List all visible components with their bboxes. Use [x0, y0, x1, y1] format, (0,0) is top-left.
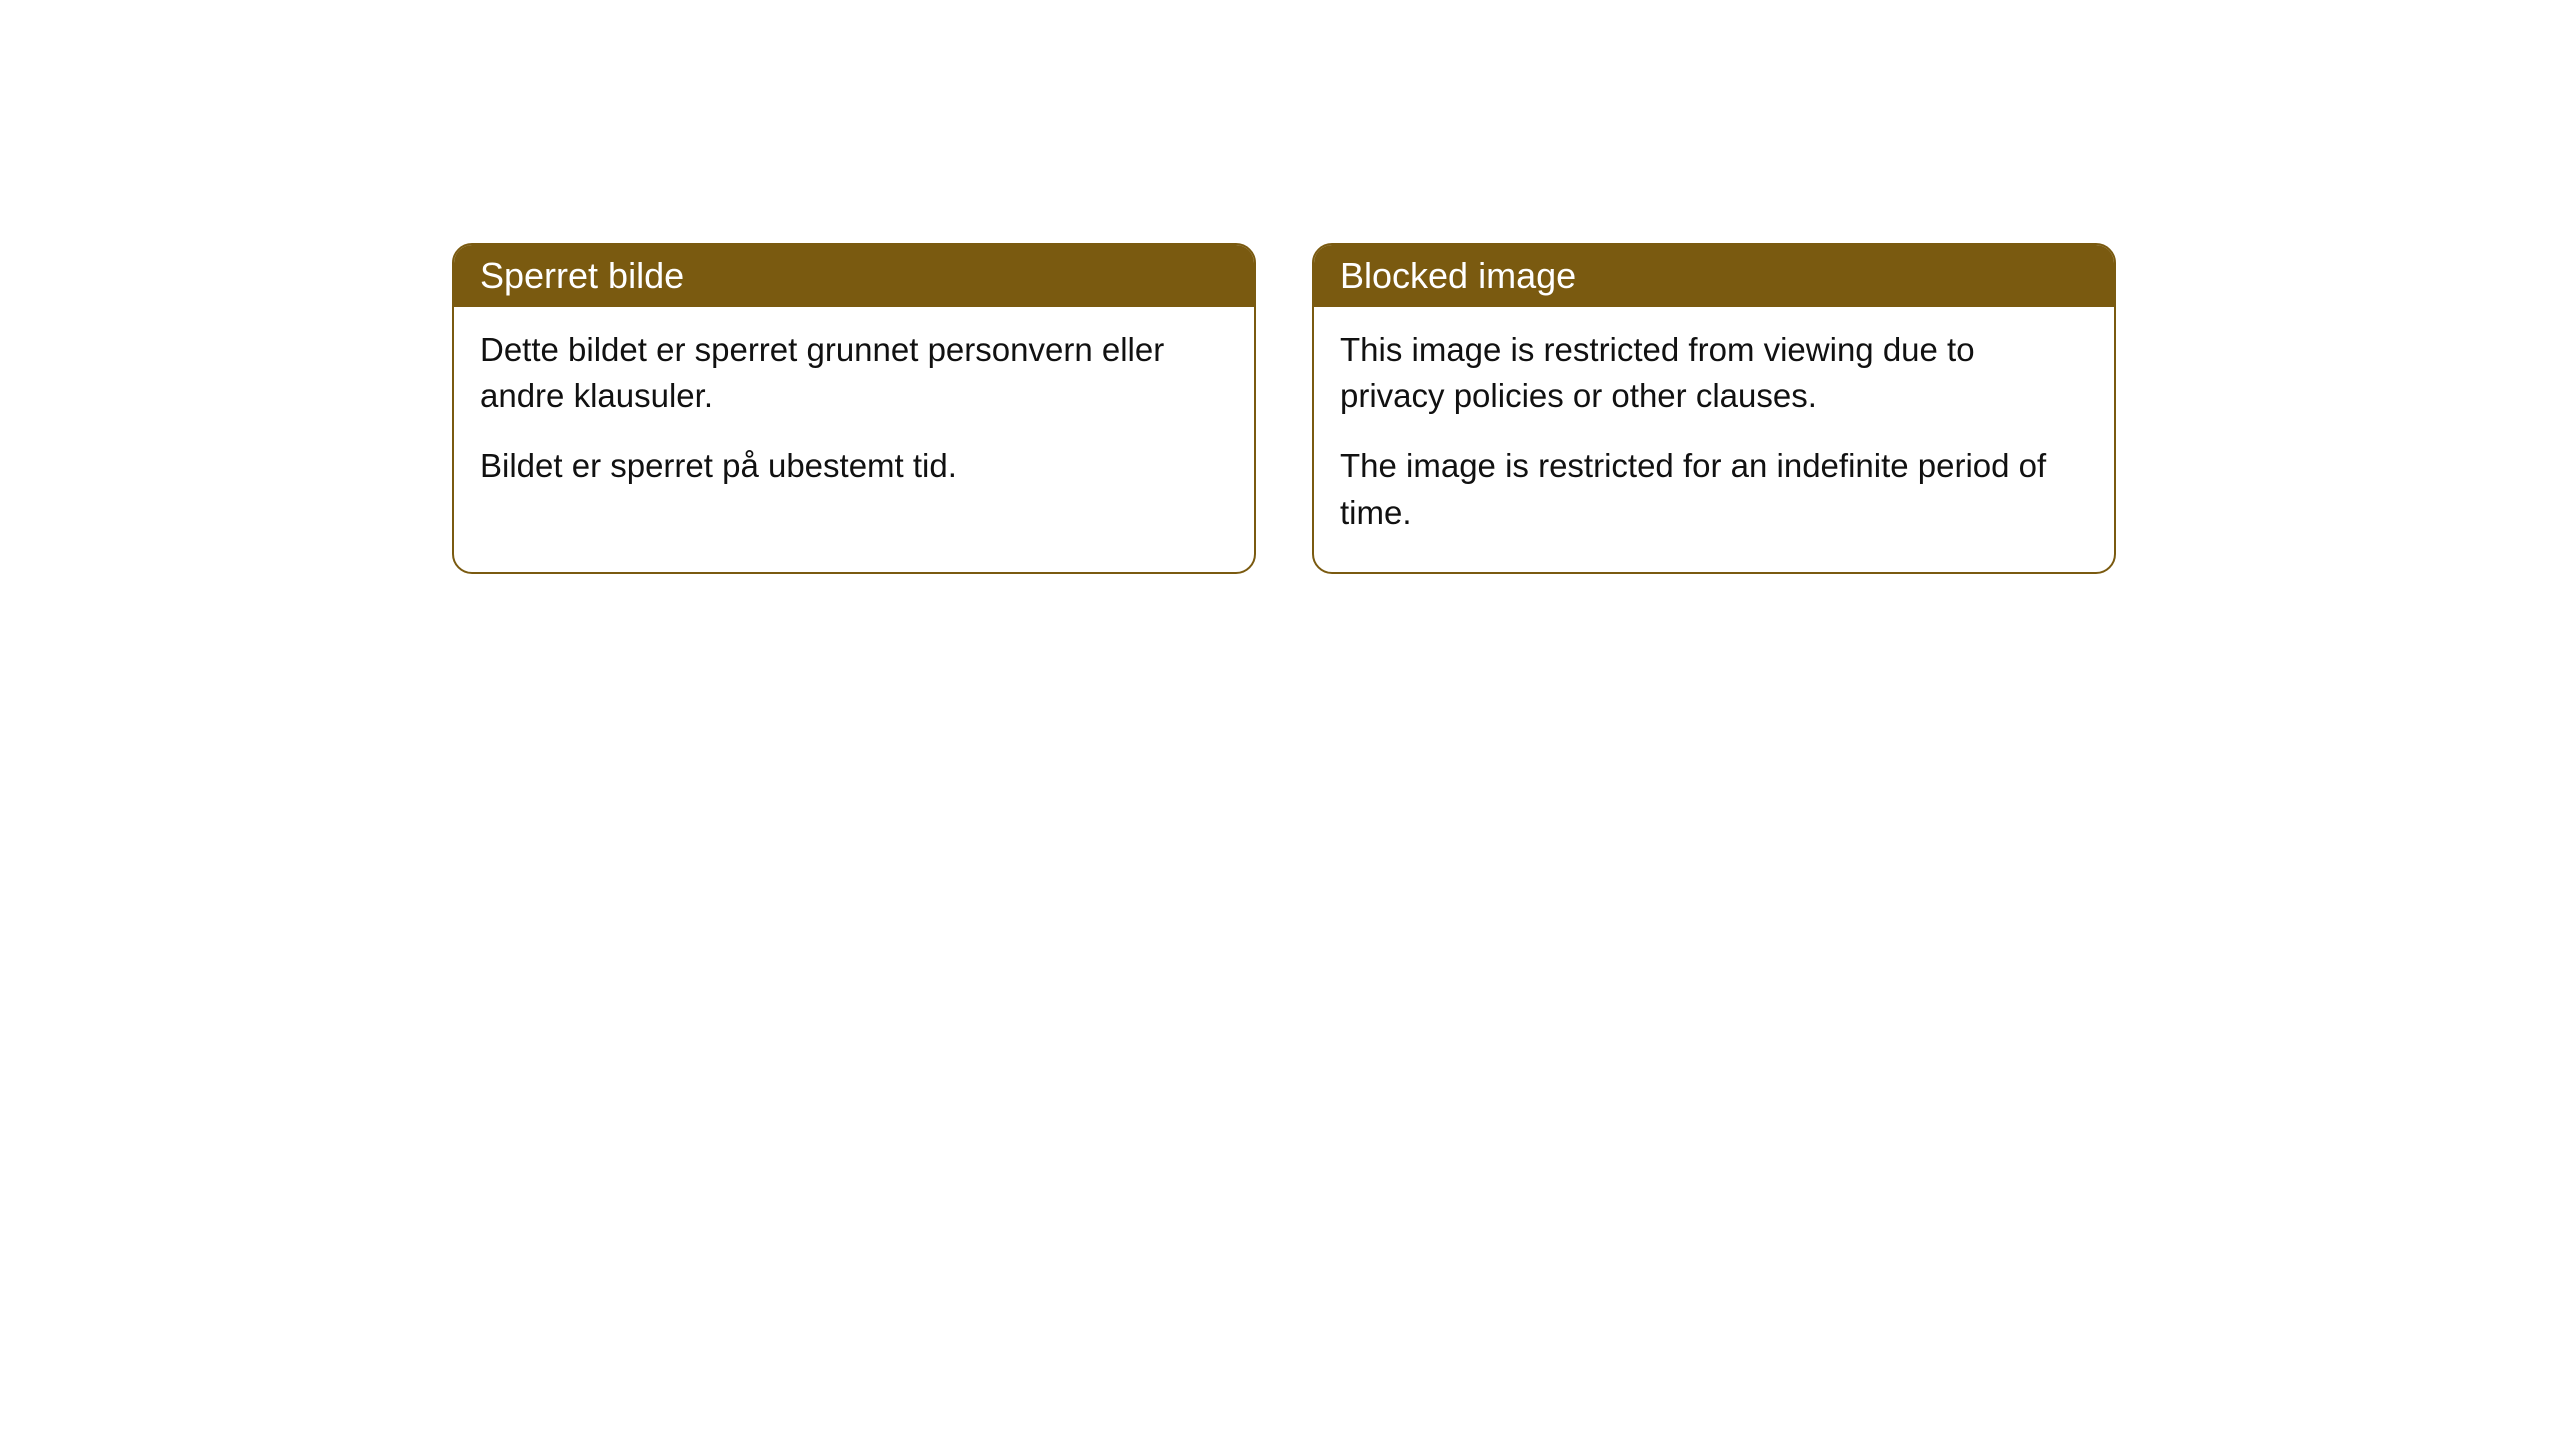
blocked-image-card-no: Sperret bilde Dette bildet er sperret gr… — [452, 243, 1256, 574]
card-title: Blocked image — [1340, 255, 1576, 296]
card-header: Sperret bilde — [454, 245, 1254, 307]
card-paragraph: This image is restricted from viewing du… — [1340, 327, 2088, 419]
card-body: Dette bildet er sperret grunnet personve… — [454, 307, 1254, 526]
card-paragraph: Bildet er sperret på ubestemt tid. — [480, 443, 1228, 489]
card-body: This image is restricted from viewing du… — [1314, 307, 2114, 572]
blocked-image-card-en: Blocked image This image is restricted f… — [1312, 243, 2116, 574]
notice-cards-container: Sperret bilde Dette bildet er sperret gr… — [0, 0, 2560, 574]
card-paragraph: Dette bildet er sperret grunnet personve… — [480, 327, 1228, 419]
card-header: Blocked image — [1314, 245, 2114, 307]
card-title: Sperret bilde — [480, 255, 684, 296]
card-paragraph: The image is restricted for an indefinit… — [1340, 443, 2088, 535]
